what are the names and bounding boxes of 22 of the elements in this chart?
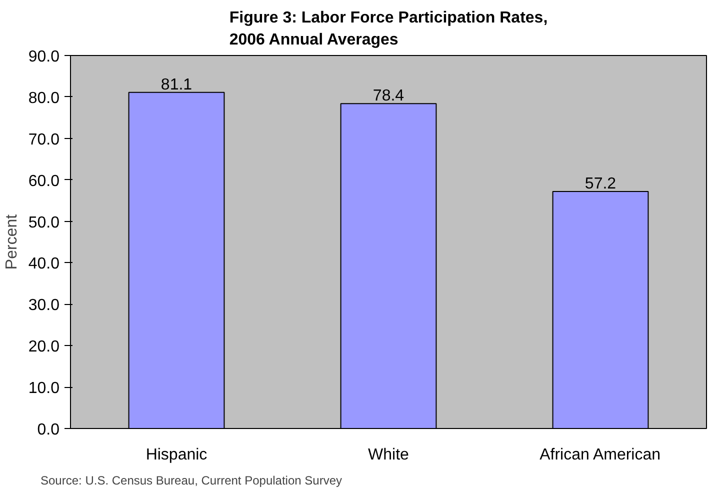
x-tick-label: Hispanic <box>146 446 208 464</box>
y-tick-label: 80.0 <box>28 90 60 107</box>
chart-title: Figure 3: Labor Force Participation Rates, 2006 Annual Averages <box>229 9 548 48</box>
bar <box>552 190 649 428</box>
y-tick-label: 20.0 <box>28 338 60 356</box>
y-axis-title: Percent <box>3 214 20 270</box>
bar <box>340 103 437 428</box>
data-label: 81.1 <box>160 76 192 94</box>
y-tick-label: 90.0 <box>28 48 60 66</box>
y-tick-label: 0.0 <box>37 422 60 438</box>
y-tick-label: 10.0 <box>28 380 60 398</box>
y-tick-label: 30.0 <box>28 297 60 314</box>
y-tick-label: 70.0 <box>28 131 60 148</box>
bar <box>128 92 225 428</box>
y-tick-label: 50.0 <box>28 214 60 232</box>
y-tick-label: 40.0 <box>28 256 60 273</box>
y-tick-label: 60.0 <box>28 172 60 190</box>
x-tick-label: White <box>368 446 410 464</box>
data-label: 78.4 <box>372 88 404 105</box>
data-label: 57.2 <box>584 175 616 192</box>
source-note: Source: U.S. Census Bureau, Current Population Survey <box>40 474 342 488</box>
x-tick-label: African American <box>540 446 661 464</box>
